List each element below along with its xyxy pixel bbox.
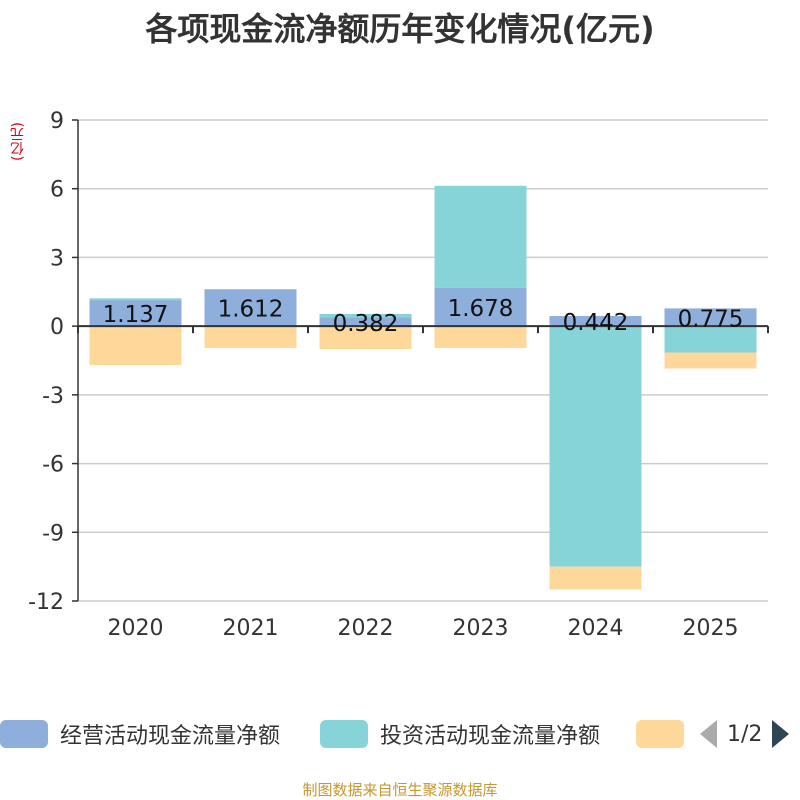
y-tick-label: -12 <box>28 590 64 615</box>
y-tick-label: -9 <box>42 521 64 546</box>
bar-financing-2020 <box>89 326 182 366</box>
bar-operating-2025 <box>664 308 757 327</box>
y-tick-label: 9 <box>50 109 64 134</box>
data-label-2021: 1.612 <box>218 297 284 323</box>
bar-investing-2025 <box>664 326 757 353</box>
legend-swatch-operating <box>0 720 48 748</box>
legend-label-investing: 投资活动现金流量净额 <box>380 724 601 749</box>
bar-operating-2022 <box>319 317 412 327</box>
legend-swatch-investing <box>320 720 368 748</box>
y-tick-label: -6 <box>42 453 64 478</box>
y-tick-label: 6 <box>50 178 64 203</box>
legend-pager: 1/2 <box>700 718 790 750</box>
axes: 9 6 3 0 -3 -6 -9 -12 2020 2021 2022 2023 2024 2025 <box>28 109 769 641</box>
x-tick-label-2024: 2024 <box>568 616 624 641</box>
x-tick-label-2021: 2021 <box>223 616 279 641</box>
x-tick-label-2020: 2020 <box>108 616 164 641</box>
pager-prev-icon[interactable] <box>700 720 717 748</box>
bar-operating-2024 <box>549 316 642 327</box>
legend-item-investing[interactable]: 投资活动现金流量净额 <box>320 718 600 750</box>
data-labels: 1.137 1.612 0.382 1.678 0.442 0.775 <box>103 296 744 337</box>
bar-financing-2025 <box>664 352 757 369</box>
pager-text: 1/2 <box>727 721 763 747</box>
x-tick-label-2022: 2022 <box>338 616 394 641</box>
bar-financing-2022 <box>319 326 412 350</box>
bar-financing-2021 <box>204 327 297 348</box>
y-tick-label: 0 <box>50 315 64 340</box>
pager-next-icon[interactable] <box>772 720 790 748</box>
bar-investing-2020 <box>89 298 182 301</box>
bar-operating-2020 <box>89 300 182 327</box>
legend-label-operating: 经营活动现金流量净额 <box>60 724 281 749</box>
y-tick-label: 3 <box>50 246 64 271</box>
legend-swatch-financing <box>636 720 684 748</box>
bar-investing-2024 <box>549 326 642 567</box>
bar-financing-2023 <box>434 326 527 348</box>
data-label-2020: 1.137 <box>103 302 169 328</box>
bar-investing-2022 <box>319 313 412 318</box>
bar-operating-2023 <box>434 287 527 327</box>
chart-title: 各项现金流净额历年变化情况(亿元) <box>145 10 655 48</box>
bar-financing-2024 <box>549 566 642 590</box>
data-label-2025: 0.775 <box>678 306 744 332</box>
x-tick-label-2025: 2025 <box>683 616 739 641</box>
grid-lines <box>78 119 768 602</box>
y-tick-label: -3 <box>42 384 64 409</box>
data-label-2024: 0.442 <box>563 310 629 336</box>
data-label-2022: 0.382 <box>333 311 399 337</box>
bars <box>89 185 757 590</box>
legend-item-financing[interactable] <box>636 718 684 750</box>
bar-investing-2023 <box>434 185 527 288</box>
legend-item-operating[interactable]: 经营活动现金流量净额 <box>0 718 280 750</box>
x-tick-label-2023: 2023 <box>453 616 509 641</box>
data-label-2023: 1.678 <box>448 296 514 322</box>
data-source: 制图数据来自恒生聚源数据库 <box>302 781 498 799</box>
bar-operating-2021 <box>204 289 297 327</box>
